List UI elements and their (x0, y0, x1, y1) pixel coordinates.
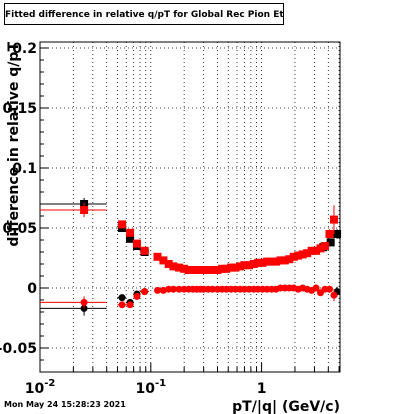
data-point (280, 256, 289, 265)
data-point (245, 261, 254, 270)
x-tick-label: 10-1 (136, 378, 167, 397)
data-point (329, 215, 338, 224)
data-point (330, 291, 338, 299)
data-point (140, 246, 149, 255)
y-tick-label: 0 (27, 281, 37, 297)
data-point (118, 294, 126, 302)
data-point (126, 301, 134, 309)
data-point (236, 262, 245, 271)
data-point (316, 244, 325, 253)
data-point (240, 261, 249, 270)
y-axis-label: difference in relative q/pT (6, 42, 22, 247)
chart-title: Fitted difference in relative q/pT for G… (4, 3, 284, 25)
data-point (289, 252, 298, 261)
data-point (325, 230, 334, 238)
data-point (133, 292, 141, 300)
data-point (175, 285, 183, 293)
data-point (213, 266, 222, 274)
data-point (164, 260, 173, 268)
data-point (126, 234, 135, 243)
data-point (298, 250, 307, 259)
y-tick-label: 0.05 (2, 221, 37, 237)
data-point (231, 263, 240, 272)
data-point (325, 285, 333, 293)
data-point (326, 238, 335, 247)
data-point (227, 263, 236, 272)
data-point (159, 286, 167, 294)
data-point (141, 288, 149, 296)
data-point (169, 285, 177, 293)
plot-frame (39, 41, 341, 373)
data-point (204, 266, 213, 274)
data-point (126, 228, 135, 237)
data-point (258, 258, 267, 267)
x-tick-label: 10-2 (25, 378, 56, 397)
x-tick-label: 1 (257, 381, 267, 397)
data-point (199, 266, 208, 274)
data-point (184, 266, 193, 274)
data-point (312, 284, 320, 292)
data-point (80, 206, 89, 214)
data-point (303, 249, 312, 258)
data-point (263, 257, 272, 266)
data-point (118, 220, 127, 229)
data-point (307, 246, 316, 255)
data-point (272, 257, 281, 266)
y-tick-label: -0.05 (0, 341, 37, 357)
data-point (118, 301, 126, 309)
data-point (159, 256, 168, 265)
data-point (333, 230, 342, 238)
data-point (208, 285, 216, 293)
data-point (312, 246, 321, 255)
x-axis-label: pT/|q| (GeV/c) (232, 399, 340, 414)
data-point (249, 260, 258, 268)
data-point (80, 298, 88, 306)
data-point (276, 256, 285, 265)
data-point (208, 266, 217, 274)
timestamp: Mon May 24 15:28:23 2021 (4, 400, 126, 409)
data-point (132, 239, 141, 248)
data-point (180, 264, 189, 273)
data-point (254, 258, 263, 267)
data-point (218, 264, 227, 273)
y-tick-label: 0.15 (2, 101, 37, 117)
data-point (222, 264, 231, 273)
data-point (154, 286, 162, 294)
data-point (169, 262, 178, 271)
data-point (294, 251, 303, 260)
y-tick-label: 0.1 (12, 161, 37, 177)
y-tick-label: 0.2 (12, 41, 37, 57)
data-point (320, 242, 329, 250)
data-point (285, 255, 294, 264)
data-point (153, 252, 162, 261)
data-point (175, 263, 184, 272)
data-point (267, 257, 276, 266)
